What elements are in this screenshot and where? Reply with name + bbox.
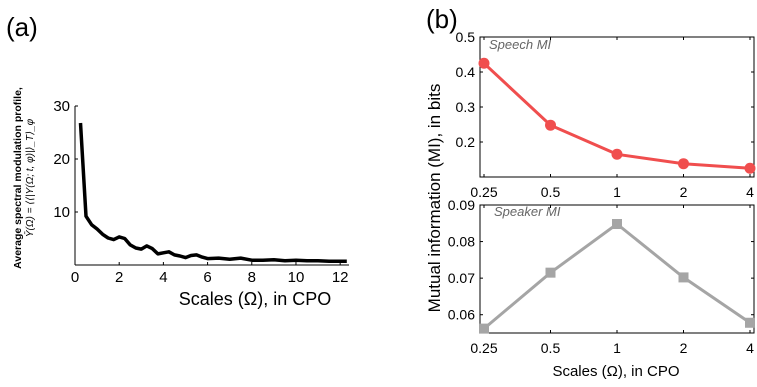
- chart-b-bottom-point: [545, 267, 556, 278]
- chart-a-x-tick-label: 8: [248, 269, 256, 286]
- chart-b-bottom-series-line: [483, 222, 751, 330]
- chart-b-shared-ylabel: Mutual information (MI), in bits: [425, 84, 444, 313]
- chart-b-bottom-y-tick-label: 0.09: [448, 197, 475, 213]
- chart-b-top-title: Speech MI: [489, 37, 552, 52]
- chart-b-top-y-tick-label: 0.2: [456, 134, 476, 150]
- chart-b-bottom-y-tick-label: 0.06: [448, 307, 475, 323]
- chart-a-x-tick-label: 12: [332, 269, 349, 286]
- chart-b-top-point: [678, 158, 689, 170]
- chart-b-top-x-tick-label: 0.5: [541, 184, 561, 200]
- chart-b-bottom-series: [479, 219, 755, 334]
- chart-b-top-y-tick-label: 0.4: [456, 64, 476, 80]
- chart-b-top-point: [545, 119, 556, 131]
- chart-b-top-y-tick-label: 0.3: [456, 99, 476, 115]
- chart-a-series: [78, 122, 347, 264]
- chart-b-bottom-x-tick-label: 0.25: [470, 340, 497, 356]
- chart-b-top-point: [478, 57, 490, 69]
- chart-b-bottom-x-tick-label: 0.5: [541, 340, 561, 356]
- chart-a-ylabel-line2: Ῡ(Ω) = ⟨⟨|Y(Ω; t, φ)|⟩_T⟩_φ: [24, 118, 36, 237]
- chart-b-bottom-x-tick-label: 4: [746, 340, 754, 356]
- chart-a-y-tick-label: 10: [53, 204, 70, 221]
- chart-b-bottom-y-tick-label: 0.08: [448, 234, 475, 250]
- chart-b-bottom-x-tick-label: 1: [613, 340, 621, 356]
- chart-b-top-x-tick-label: 1: [613, 184, 621, 200]
- panel-label-b: (b): [426, 4, 458, 34]
- chart-b-top-point: [611, 148, 623, 160]
- chart-b-bottom-point: [479, 323, 489, 334]
- chart-b: Mutual information (MI), in bits 0.25 0.5…: [425, 29, 756, 380]
- chart-b-top-x-tick-label: 0.25: [470, 184, 497, 200]
- chart-a-x-tick-label: 10: [288, 269, 305, 286]
- chart-b-bottom-title: Speaker MI: [494, 204, 561, 219]
- chart-b-top-point: [744, 162, 756, 174]
- panel-label-a: (a): [6, 12, 38, 42]
- chart-b-top-x-tick-label: 4: [746, 184, 754, 200]
- chart-a: 0 2 4 6 8 10 12 10 20 30 Scales (Ω), in CPO Avera…: [12, 87, 349, 309]
- chart-b-bottom-point: [678, 272, 689, 283]
- chart-b-bottom-point: [612, 219, 622, 230]
- chart-b-bottom-xlabel: Scales (Ω), in CPO: [552, 363, 679, 380]
- chart-b-bottom-x-tick-label: 2: [680, 340, 688, 356]
- chart-a-x-tick-label: 4: [159, 269, 167, 286]
- chart-a-x-tick-label: 0: [71, 269, 79, 286]
- chart-b-bottom-ticks: 0.25 0.5 1 2 4 0.06 0.07 0.08 0.09: [448, 197, 754, 356]
- chart-a-xlabel: Scales (Ω), in CPO: [179, 289, 332, 309]
- chart-b-bottom-y-tick-label: 0.07: [448, 270, 475, 286]
- chart-b-bottom-point: [745, 317, 755, 328]
- chart-a-x-tick-label: 6: [203, 269, 211, 286]
- chart-a-y-tick-label: 20: [53, 151, 70, 168]
- chart-b-top-x-tick-label: 2: [680, 184, 688, 200]
- chart-a-axes: [74, 106, 349, 266]
- chart-a-series-line: [78, 122, 347, 264]
- chart-a-ticks: 0 2 4 6 8 10 12 10 20 30: [53, 98, 348, 286]
- chart-a-x-tick-label: 2: [115, 269, 123, 286]
- chart-b-top-y-tick-label: 0.5: [456, 29, 476, 45]
- chart-a-ylabel-line1: Average spectral modulation profile,: [12, 87, 24, 269]
- chart-b-top-series: [478, 57, 756, 174]
- chart-b-top-ticks: 0.25 0.5 1 2 4 0.2 0.3 0.4 0.5: [456, 29, 755, 200]
- chart-a-y-tick-label: 30: [53, 98, 70, 115]
